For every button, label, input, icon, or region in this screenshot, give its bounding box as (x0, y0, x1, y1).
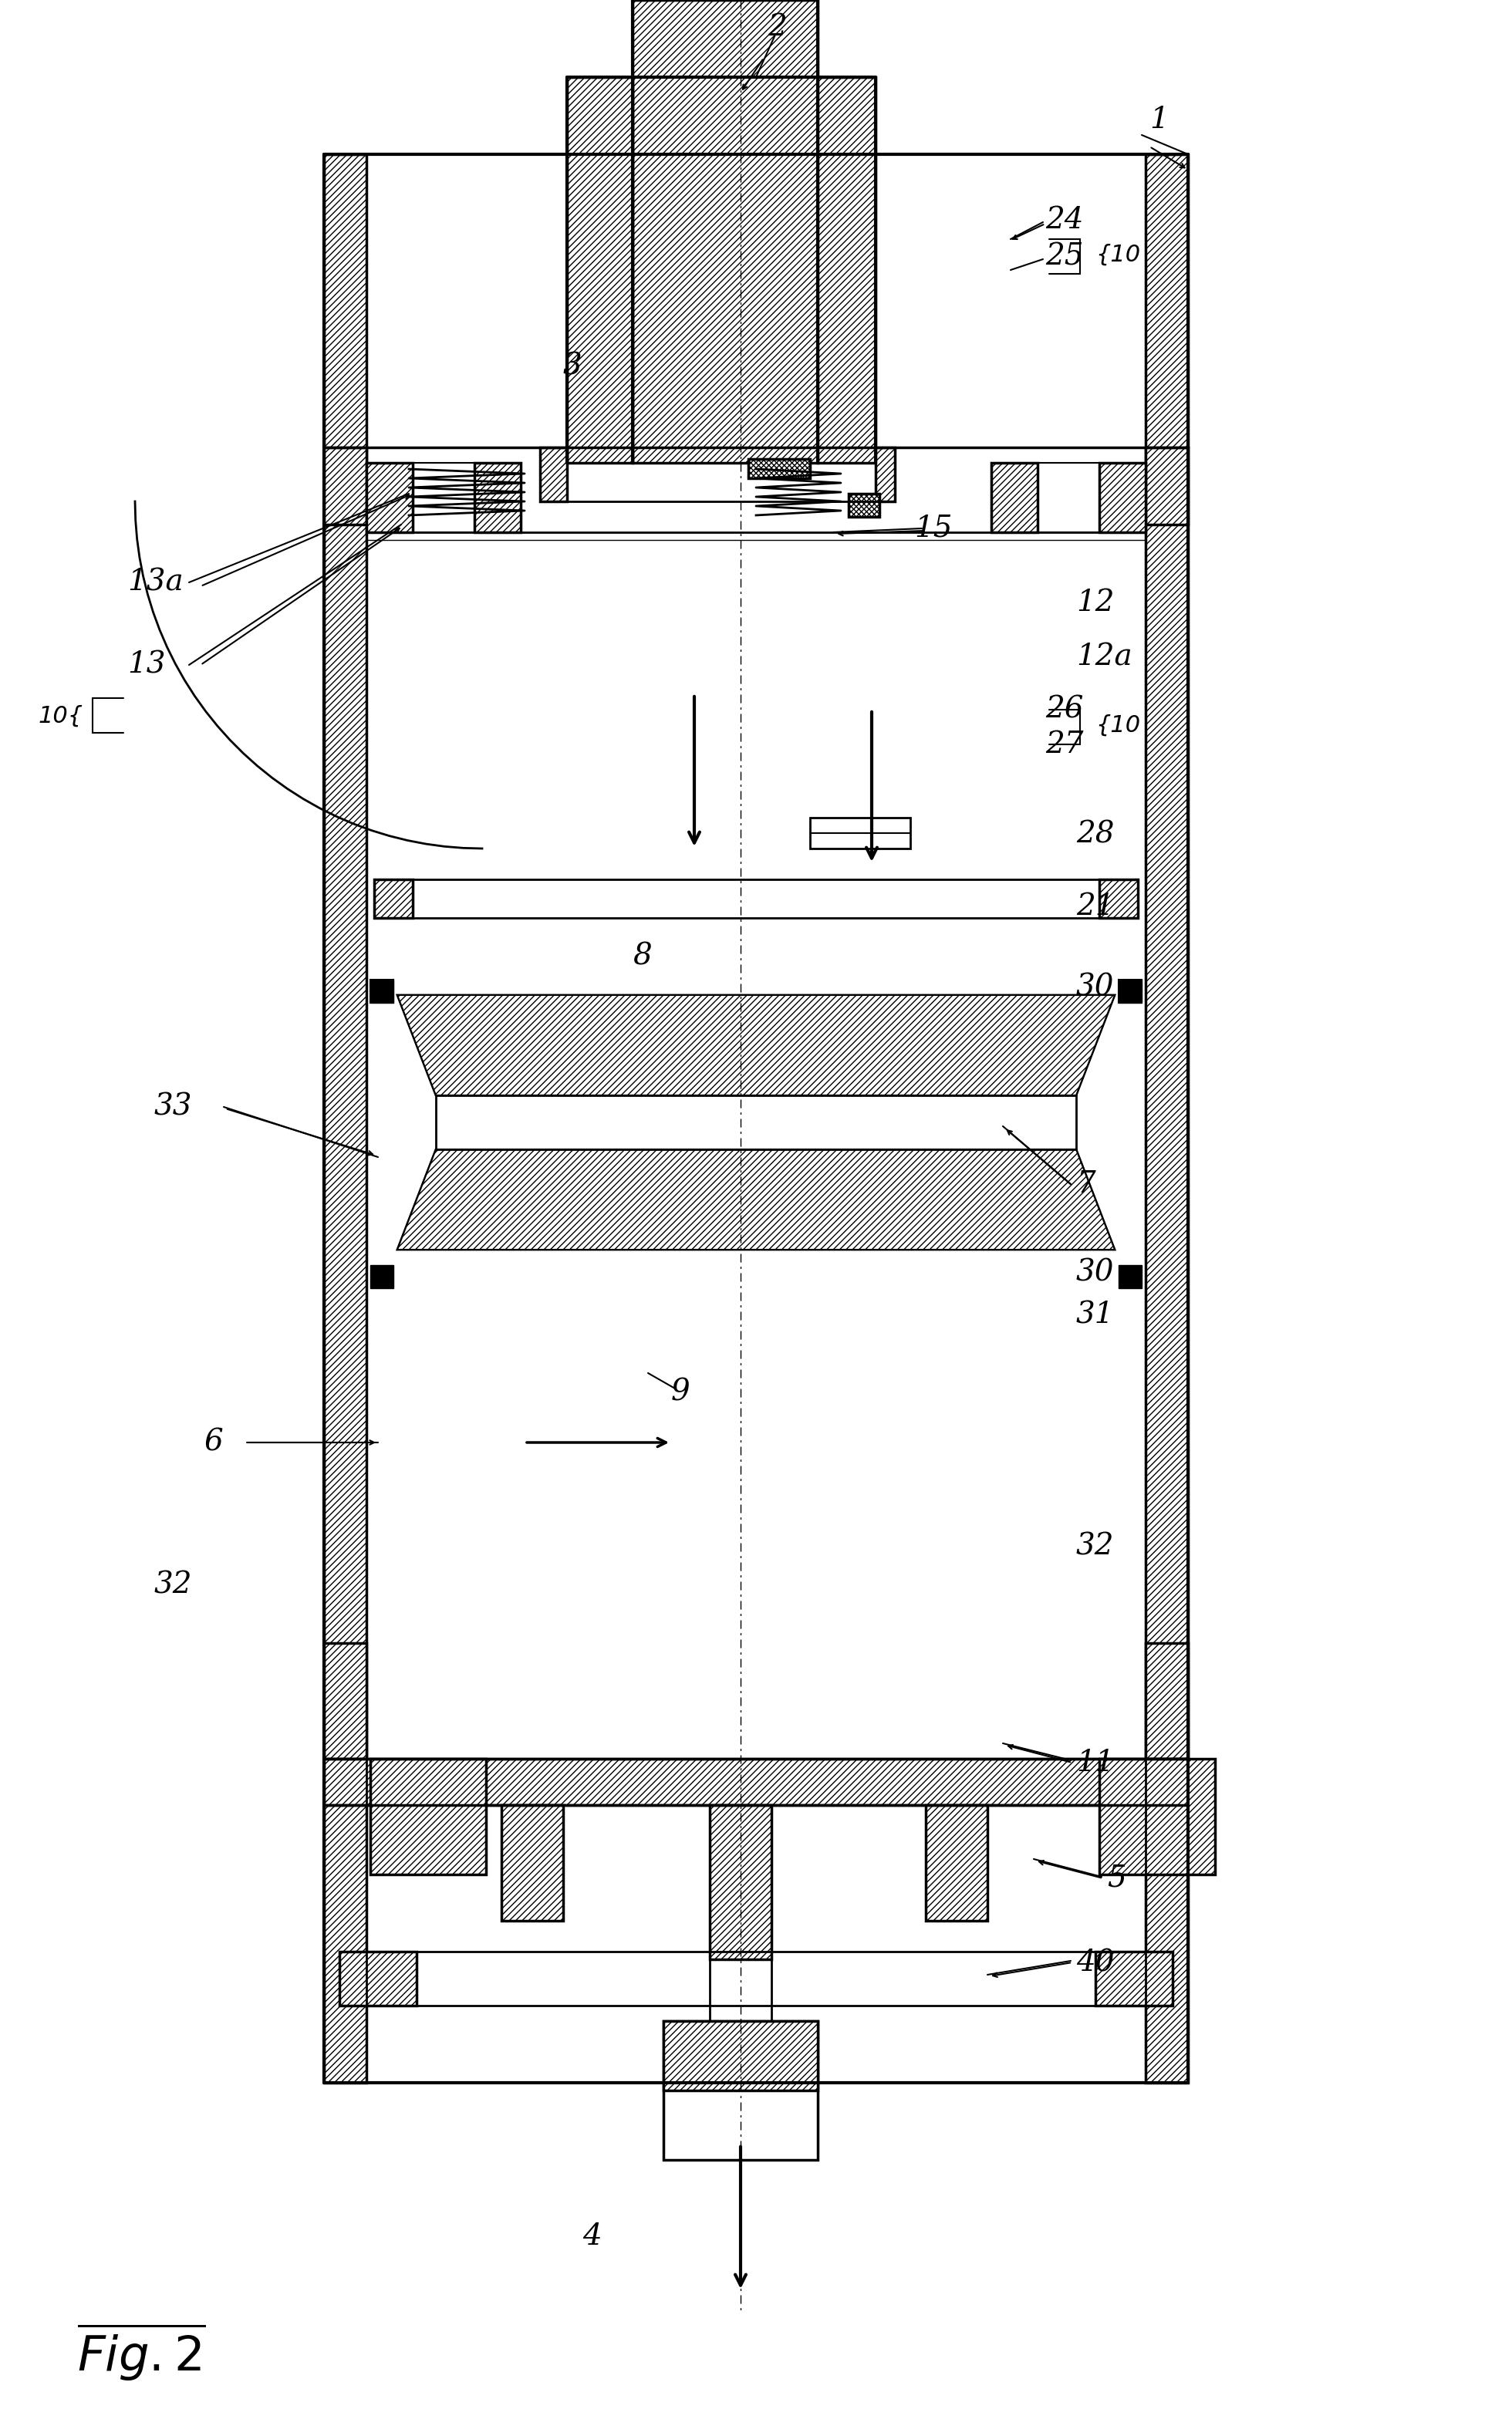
Bar (709, 1805, 771, 1960)
Text: 30: 30 (1077, 1259, 1114, 1288)
Bar (324, 1759, 1188, 1805)
Text: 13a: 13a (127, 568, 183, 597)
Text: 11: 11 (1077, 1749, 1114, 1776)
Text: 2: 2 (768, 12, 786, 41)
Bar (370, 1759, 485, 1875)
Text: 3: 3 (562, 352, 582, 381)
Bar (1119, 1264, 1142, 1288)
Text: {10: {10 (1095, 713, 1140, 735)
Bar (1146, 1642, 1188, 1759)
Bar (848, 492, 880, 517)
Bar (818, 78, 875, 463)
Bar (1146, 155, 1188, 2084)
Text: 32: 32 (1077, 1533, 1114, 1560)
Bar (1095, 1951, 1173, 2006)
Bar (366, 463, 413, 531)
Text: 28: 28 (1077, 820, 1114, 849)
Bar (324, 1642, 366, 1759)
Text: 4: 4 (582, 2222, 602, 2251)
Bar (324, 446, 366, 524)
Text: 12a: 12a (1077, 643, 1132, 672)
Bar (370, 1264, 393, 1288)
Text: 10{: 10{ (39, 704, 83, 728)
Text: 12: 12 (1077, 590, 1114, 619)
Bar (373, 878, 1139, 917)
Bar (339, 1951, 1173, 2006)
Text: 8: 8 (632, 941, 652, 970)
Text: 15: 15 (915, 514, 953, 543)
Bar (540, 446, 567, 502)
Polygon shape (398, 1150, 1114, 1249)
Bar (848, 492, 880, 517)
Bar (370, 980, 393, 1002)
Bar (373, 878, 413, 917)
Text: 24: 24 (1045, 206, 1084, 235)
Bar (366, 463, 520, 531)
Text: 26: 26 (1045, 696, 1084, 723)
Bar (1146, 446, 1188, 524)
Text: 31: 31 (1077, 1300, 1114, 1329)
Polygon shape (398, 1150, 1114, 1249)
Text: 6: 6 (204, 1429, 224, 1456)
Bar (810, 818, 910, 849)
Text: 30: 30 (1077, 973, 1114, 1002)
Bar (664, 2021, 818, 2091)
Text: 7: 7 (1077, 1169, 1095, 1198)
Bar (435, 1097, 1077, 1150)
Bar (875, 446, 895, 502)
Text: $\overline{Fig.2}$: $\overline{Fig.2}$ (77, 2322, 206, 2385)
Bar (567, 78, 632, 463)
Text: 32: 32 (154, 1572, 192, 1599)
Bar (992, 463, 1146, 531)
Text: 13: 13 (127, 650, 165, 679)
Text: 9: 9 (671, 1378, 691, 1407)
Text: {10: {10 (1095, 243, 1140, 267)
Text: 5: 5 (1107, 1863, 1126, 1892)
Text: 1: 1 (1149, 104, 1169, 133)
Text: 25: 25 (1045, 243, 1084, 272)
Bar (339, 1951, 417, 2006)
Bar (1119, 980, 1142, 1002)
Bar (1099, 878, 1139, 917)
Bar (992, 463, 1037, 531)
Bar (748, 459, 810, 478)
Bar (748, 459, 810, 478)
Polygon shape (398, 995, 1114, 1097)
Bar (664, 2021, 818, 2159)
Bar (925, 1805, 987, 1921)
Text: 27: 27 (1045, 730, 1084, 759)
Text: 21: 21 (1077, 893, 1114, 919)
Bar (370, 980, 393, 1002)
Bar (632, 0, 818, 463)
Text: 40: 40 (1077, 1948, 1114, 1977)
Bar (502, 1805, 562, 1921)
Bar (1099, 463, 1146, 531)
Polygon shape (398, 995, 1114, 1097)
Bar (1099, 1759, 1216, 1875)
Text: 33: 33 (154, 1092, 192, 1121)
Bar (324, 155, 366, 2084)
Bar (1119, 980, 1142, 1002)
Bar (475, 463, 520, 531)
